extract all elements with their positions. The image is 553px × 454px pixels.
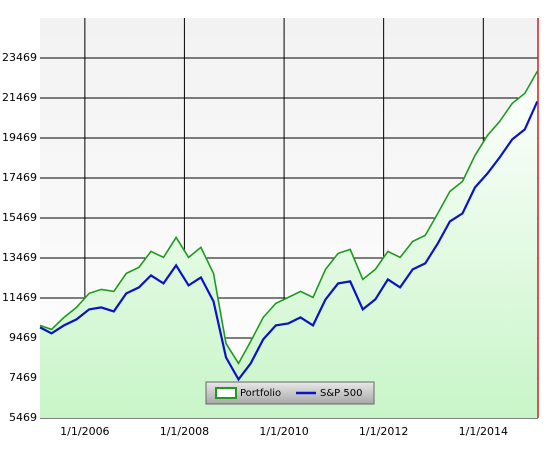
y-tick-label: 13469 [2, 251, 37, 264]
area [40, 71, 538, 419]
y-tick-label: 7469 [9, 371, 37, 384]
y-tick-label: 11469 [2, 291, 37, 304]
x-tick-label: 1/1/2010 [259, 425, 308, 438]
series-line [39, 100, 539, 382]
legend-label: S&P 500 [320, 388, 362, 399]
y-tick-label: 17469 [2, 171, 37, 184]
y-tick-label: 9469 [9, 331, 37, 344]
y-tick-label: 21469 [2, 91, 37, 104]
legend-swatch [215, 387, 237, 399]
x-tick-label: 1/1/2006 [60, 425, 109, 438]
y-tick-label: 19469 [2, 131, 37, 144]
y-tick-label: 15469 [2, 211, 37, 224]
x-tick-label: 1/1/2008 [160, 425, 209, 438]
y-tick-label: 23469 [2, 51, 37, 64]
x-tick-label: 1/1/2014 [459, 425, 508, 438]
series-line [39, 71, 538, 365]
y-tick-label: 5469 [9, 411, 37, 424]
x-tick-label: 1/1/2012 [359, 425, 408, 438]
legend-label: Portfolio [240, 388, 281, 399]
legend: Portfolio S&P 500 [205, 381, 375, 405]
legend-box [205, 381, 375, 405]
